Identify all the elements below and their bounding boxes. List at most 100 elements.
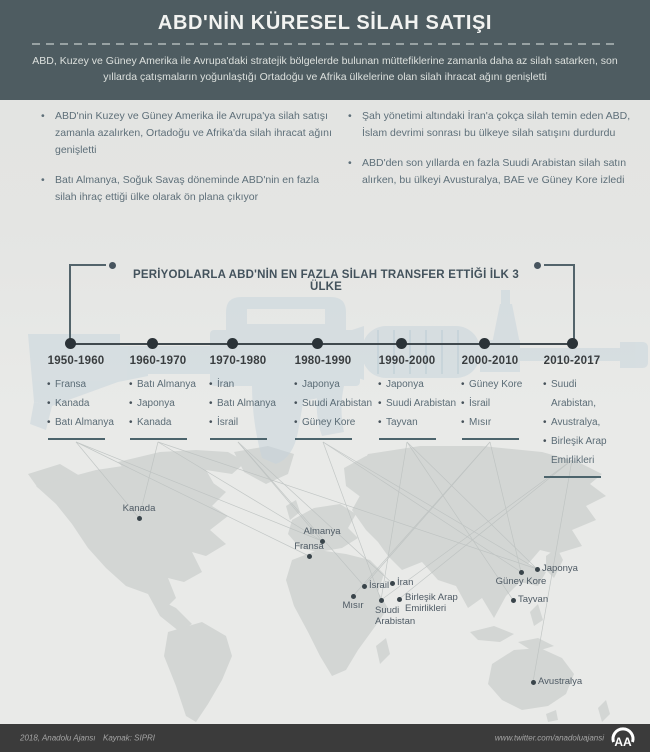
period-country: Batı Almanya xyxy=(209,394,276,413)
period-country: Batı Almanya xyxy=(129,375,196,394)
period-country: Batı Almanya xyxy=(47,413,114,432)
timeline-node-dot xyxy=(567,338,578,349)
footer-twitter-url: www.twitter.com/anadoluajansi xyxy=(494,733,604,743)
map-marker-label: Güney Kore xyxy=(495,576,547,587)
period-country: İran xyxy=(209,375,274,394)
timeline-period: 1990-2000 JaponyaSuudi ArabistanTayvan xyxy=(371,355,456,440)
period-country: İsrail xyxy=(209,413,274,432)
period-underline xyxy=(461,438,519,440)
period-underline xyxy=(209,438,267,440)
highlight-item: Şah yönetimi altındaki İran'a çokça sila… xyxy=(345,108,641,142)
heading-dot-right xyxy=(534,262,541,269)
timeline-period: 1970-1980 İranBatı Almanyaİsrail xyxy=(202,355,276,440)
period-country: Güney Kore xyxy=(461,375,526,394)
map-marker-dot xyxy=(306,553,312,559)
heading-bracket-left xyxy=(70,264,106,266)
heading-bracket-right xyxy=(544,264,575,266)
map-marker-dot xyxy=(396,596,402,602)
timeline-period: 2010-2017 Suudi Arabistan,Avustralya,Birl… xyxy=(536,355,608,478)
highlight-item: ABD'nin Kuzey ve Güney Amerika ile Avrup… xyxy=(38,108,334,159)
period-range: 1980-1990 xyxy=(294,355,352,367)
map-marker-label: Avustralya xyxy=(538,676,583,687)
period-country: Kanada xyxy=(129,413,194,432)
map-marker-label: Birleşik Arap Emirlikleri xyxy=(405,592,458,614)
map-marker-label: Suudi Arabistan xyxy=(375,605,416,627)
highlights-right: Şah yönetimi altındaki İran'a çokça sila… xyxy=(345,108,641,202)
period-underline xyxy=(378,438,436,440)
map-marker-dot xyxy=(510,597,516,603)
timeline-node-dot xyxy=(227,338,238,349)
period-country: Fransa xyxy=(47,375,112,394)
map-marker-label: Tayvan xyxy=(518,594,549,605)
map-marker-dot xyxy=(350,593,356,599)
timeline-period: 2000-2010 Güney KoreİsrailMısır xyxy=(454,355,526,440)
period-country: Tayvan xyxy=(378,413,443,432)
period-country: Japonya xyxy=(129,394,194,413)
timeline-node-dot xyxy=(396,338,407,349)
period-underline xyxy=(129,438,187,440)
page-title: ABD'NİN KÜRESEL SİLAH SATIŞI xyxy=(157,12,493,34)
period-country: Birleşik Arap Emirlikleri xyxy=(543,432,608,470)
timeline-period: 1960-1970 Batı AlmanyaJaponyaKanada xyxy=(122,355,196,440)
svg-text:AA: AA xyxy=(614,735,632,749)
period-underline xyxy=(47,438,105,440)
timeline-heading: PERİYODLARLA ABD'NİN EN FAZLA SİLAH TRAN… xyxy=(133,268,519,293)
period-range: 1970-1980 xyxy=(209,355,267,367)
world-map-continents xyxy=(28,446,610,722)
period-range: 1950-1960 xyxy=(47,355,105,367)
map-marker-label: Fransa xyxy=(294,540,324,552)
map-marker-dot xyxy=(319,538,325,544)
map-marker-label: Japonya xyxy=(542,563,578,574)
intro-text: ABD, Kuzey ve Güney Amerika ile Avrupa'd… xyxy=(32,55,618,83)
map-marker-dot xyxy=(136,515,142,521)
timeline-node-dot xyxy=(312,338,323,349)
timeline-node-dot xyxy=(147,338,158,349)
timeline-node-dot xyxy=(65,338,76,349)
period-range: 1990-2000 xyxy=(378,355,436,367)
period-country: Avustralya, xyxy=(543,413,608,432)
period-country: Japonya xyxy=(294,375,359,394)
dashed-divider xyxy=(32,43,618,45)
header: ABD'NİN KÜRESEL SİLAH SATIŞI ABD, Kuzey … xyxy=(0,0,650,100)
footer-source: Kaynak: SIPRI xyxy=(103,733,156,743)
heading-bracket-right-vertical xyxy=(573,264,575,344)
highlight-item: Batı Almanya, Soğuk Savaş döneminde ABD'… xyxy=(38,172,334,206)
footer-credit: 2018, Anadolu Ajansı xyxy=(20,733,96,743)
period-country: Suudi Arabistan xyxy=(378,394,456,413)
period-range: 2000-2010 xyxy=(461,355,519,367)
period-country: Mısır xyxy=(461,413,526,432)
highlight-item: ABD'den son yıllarda en fazla Suudi Arab… xyxy=(345,155,641,189)
map-marker-dot xyxy=(530,679,536,685)
connector-lines xyxy=(75,441,573,683)
map-marker-dot xyxy=(518,569,524,575)
timeline-period: 1950-1960 FransaKanadaBatı Almanya xyxy=(40,355,114,440)
map-marker-dot xyxy=(378,597,384,603)
period-country: Suudi Arabistan xyxy=(294,394,372,413)
period-country: İsrail xyxy=(461,394,526,413)
heading-dot-left xyxy=(109,262,116,269)
period-range: 1960-1970 xyxy=(129,355,187,367)
map-marker-dot xyxy=(389,580,395,586)
rifle-details xyxy=(377,330,459,374)
heading-bracket-left-vertical xyxy=(69,264,71,344)
period-range: 2010-2017 xyxy=(543,355,601,367)
footer: 2018, Anadolu Ajansı Kaynak: SIPRI www.t… xyxy=(0,724,650,752)
timeline-node-dot xyxy=(479,338,490,349)
period-country: Güney Kore xyxy=(294,413,359,432)
anadolu-agency-logo: AA xyxy=(611,727,635,749)
map-marker-label: İsrail xyxy=(369,580,390,591)
map-marker-label: İran xyxy=(397,577,414,588)
map-marker-dot xyxy=(361,583,367,589)
map-marker-label: Kanada xyxy=(122,502,156,514)
map-marker-label: Almanya xyxy=(303,525,341,537)
period-country: Japonya xyxy=(378,375,443,394)
period-underline xyxy=(543,476,601,478)
period-country: Kanada xyxy=(47,394,112,413)
map-marker-dot xyxy=(534,566,540,572)
period-country: Suudi Arabistan, xyxy=(543,375,608,413)
timeline-period: 1980-1990 JaponyaSuudi ArabistanGüney Kor… xyxy=(287,355,372,440)
map-marker-label: Mısır xyxy=(342,600,364,611)
period-underline xyxy=(294,438,352,440)
